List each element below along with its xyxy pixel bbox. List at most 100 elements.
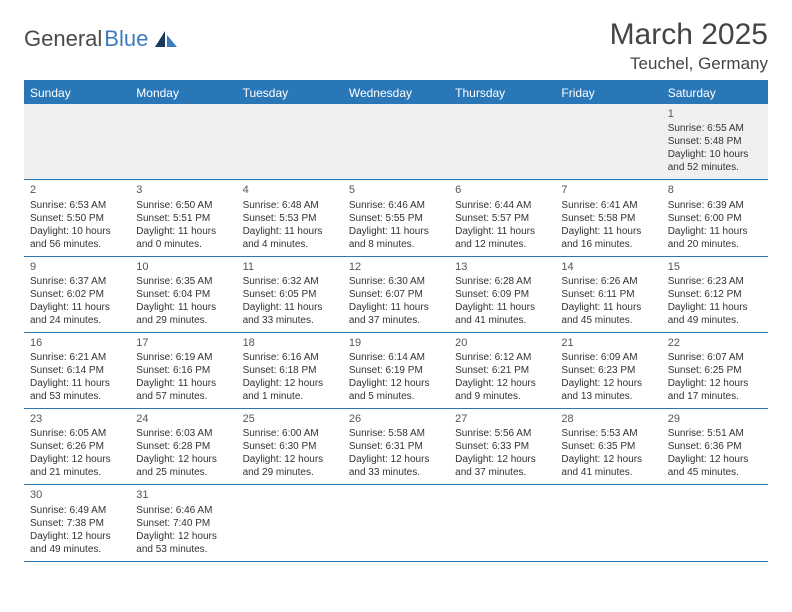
day-cell: 21Sunrise: 6:09 AMSunset: 6:23 PMDayligh… <box>555 333 661 408</box>
sunrise-text: Sunrise: 6:03 AM <box>136 427 230 440</box>
sunset-text: Sunset: 6:09 PM <box>455 288 549 301</box>
day-number: 30 <box>30 488 124 502</box>
sunrise-text: Sunrise: 6:23 AM <box>668 275 762 288</box>
sunrise-text: Sunrise: 6:55 AM <box>668 122 762 135</box>
daylight-text: Daylight: 12 hours and 21 minutes. <box>30 453 124 479</box>
sunrise-text: Sunrise: 6:05 AM <box>30 427 124 440</box>
week-row: 16Sunrise: 6:21 AMSunset: 6:14 PMDayligh… <box>24 333 768 409</box>
daylight-text: Daylight: 12 hours and 41 minutes. <box>561 453 655 479</box>
day-number: 31 <box>136 488 230 502</box>
sunset-text: Sunset: 5:57 PM <box>455 212 549 225</box>
day-number: 24 <box>136 412 230 426</box>
sunset-text: Sunset: 6:05 PM <box>243 288 337 301</box>
sunset-text: Sunset: 6:26 PM <box>30 440 124 453</box>
sunrise-text: Sunrise: 6:49 AM <box>30 504 124 517</box>
day-number: 11 <box>243 260 337 274</box>
sunrise-text: Sunrise: 6:46 AM <box>136 504 230 517</box>
sunset-text: Sunset: 6:16 PM <box>136 364 230 377</box>
sunrise-text: Sunrise: 6:48 AM <box>243 199 337 212</box>
month-title: March 2025 <box>610 18 768 52</box>
week-row: 9Sunrise: 6:37 AMSunset: 6:02 PMDaylight… <box>24 257 768 333</box>
daylight-text: Daylight: 12 hours and 49 minutes. <box>30 530 124 556</box>
day-number: 19 <box>349 336 443 350</box>
sunrise-text: Sunrise: 6:50 AM <box>136 199 230 212</box>
sunrise-text: Sunrise: 5:53 AM <box>561 427 655 440</box>
day-cell: 13Sunrise: 6:28 AMSunset: 6:09 PMDayligh… <box>449 257 555 332</box>
day-number: 22 <box>668 336 762 350</box>
sunset-text: Sunset: 5:58 PM <box>561 212 655 225</box>
sunrise-text: Sunrise: 6:32 AM <box>243 275 337 288</box>
daylight-text: Daylight: 12 hours and 5 minutes. <box>349 377 443 403</box>
sunset-text: Sunset: 5:50 PM <box>30 212 124 225</box>
day-number: 16 <box>30 336 124 350</box>
sunrise-text: Sunrise: 6:00 AM <box>243 427 337 440</box>
sunrise-text: Sunrise: 6:53 AM <box>30 199 124 212</box>
daylight-text: Daylight: 11 hours and 16 minutes. <box>561 225 655 251</box>
sunset-text: Sunset: 6:31 PM <box>349 440 443 453</box>
daylight-text: Daylight: 11 hours and 41 minutes. <box>455 301 549 327</box>
sunset-text: Sunset: 5:51 PM <box>136 212 230 225</box>
day-number: 13 <box>455 260 549 274</box>
sunset-text: Sunset: 6:00 PM <box>668 212 762 225</box>
sunrise-text: Sunrise: 6:28 AM <box>455 275 549 288</box>
weekday-label: Friday <box>555 82 661 104</box>
daylight-text: Daylight: 12 hours and 37 minutes. <box>455 453 549 479</box>
sunrise-text: Sunrise: 5:51 AM <box>668 427 762 440</box>
day-number: 28 <box>561 412 655 426</box>
day-cell: 20Sunrise: 6:12 AMSunset: 6:21 PMDayligh… <box>449 333 555 408</box>
day-cell: 28Sunrise: 5:53 AMSunset: 6:35 PMDayligh… <box>555 409 661 484</box>
day-number: 7 <box>561 183 655 197</box>
daylight-text: Daylight: 11 hours and 24 minutes. <box>30 301 124 327</box>
day-number: 18 <box>243 336 337 350</box>
daylight-text: Daylight: 11 hours and 33 minutes. <box>243 301 337 327</box>
day-cell: 9Sunrise: 6:37 AMSunset: 6:02 PMDaylight… <box>24 257 130 332</box>
day-number: 27 <box>455 412 549 426</box>
weekday-label: Wednesday <box>343 82 449 104</box>
daylight-text: Daylight: 11 hours and 0 minutes. <box>136 225 230 251</box>
day-cell: 19Sunrise: 6:14 AMSunset: 6:19 PMDayligh… <box>343 333 449 408</box>
day-number: 10 <box>136 260 230 274</box>
sunset-text: Sunset: 6:19 PM <box>349 364 443 377</box>
sunrise-text: Sunrise: 6:21 AM <box>30 351 124 364</box>
sunset-text: Sunset: 6:02 PM <box>30 288 124 301</box>
day-cell: 4Sunrise: 6:48 AMSunset: 5:53 PMDaylight… <box>237 180 343 255</box>
day-number: 23 <box>30 412 124 426</box>
empty-cell <box>237 104 343 179</box>
day-cell: 29Sunrise: 5:51 AMSunset: 6:36 PMDayligh… <box>662 409 768 484</box>
day-cell: 1Sunrise: 6:55 AMSunset: 5:48 PMDaylight… <box>662 104 768 179</box>
day-cell: 25Sunrise: 6:00 AMSunset: 6:30 PMDayligh… <box>237 409 343 484</box>
sunrise-text: Sunrise: 6:44 AM <box>455 199 549 212</box>
sunrise-text: Sunrise: 6:19 AM <box>136 351 230 364</box>
week-row: 23Sunrise: 6:05 AMSunset: 6:26 PMDayligh… <box>24 409 768 485</box>
sunrise-text: Sunrise: 6:35 AM <box>136 275 230 288</box>
sunset-text: Sunset: 5:53 PM <box>243 212 337 225</box>
day-number: 17 <box>136 336 230 350</box>
sunset-text: Sunset: 6:07 PM <box>349 288 443 301</box>
daylight-text: Daylight: 11 hours and 29 minutes. <box>136 301 230 327</box>
sunset-text: Sunset: 6:11 PM <box>561 288 655 301</box>
daylight-text: Daylight: 11 hours and 53 minutes. <box>30 377 124 403</box>
daylight-text: Daylight: 11 hours and 57 minutes. <box>136 377 230 403</box>
day-number: 15 <box>668 260 762 274</box>
day-cell: 16Sunrise: 6:21 AMSunset: 6:14 PMDayligh… <box>24 333 130 408</box>
day-number: 2 <box>30 183 124 197</box>
sunrise-text: Sunrise: 6:30 AM <box>349 275 443 288</box>
daylight-text: Daylight: 12 hours and 29 minutes. <box>243 453 337 479</box>
sunset-text: Sunset: 6:14 PM <box>30 364 124 377</box>
daylight-text: Daylight: 12 hours and 13 minutes. <box>561 377 655 403</box>
daylight-text: Daylight: 12 hours and 9 minutes. <box>455 377 549 403</box>
weeks-container: 1Sunrise: 6:55 AMSunset: 5:48 PMDaylight… <box>24 104 768 562</box>
empty-cell <box>343 485 449 560</box>
empty-cell <box>343 104 449 179</box>
sunrise-text: Sunrise: 6:12 AM <box>455 351 549 364</box>
weekday-label: Thursday <box>449 82 555 104</box>
sunset-text: Sunset: 6:33 PM <box>455 440 549 453</box>
daylight-text: Daylight: 11 hours and 49 minutes. <box>668 301 762 327</box>
day-cell: 22Sunrise: 6:07 AMSunset: 6:25 PMDayligh… <box>662 333 768 408</box>
day-cell: 23Sunrise: 6:05 AMSunset: 6:26 PMDayligh… <box>24 409 130 484</box>
day-number: 9 <box>30 260 124 274</box>
day-cell: 27Sunrise: 5:56 AMSunset: 6:33 PMDayligh… <box>449 409 555 484</box>
day-number: 20 <box>455 336 549 350</box>
day-cell: 2Sunrise: 6:53 AMSunset: 5:50 PMDaylight… <box>24 180 130 255</box>
week-row: 30Sunrise: 6:49 AMSunset: 7:38 PMDayligh… <box>24 485 768 561</box>
